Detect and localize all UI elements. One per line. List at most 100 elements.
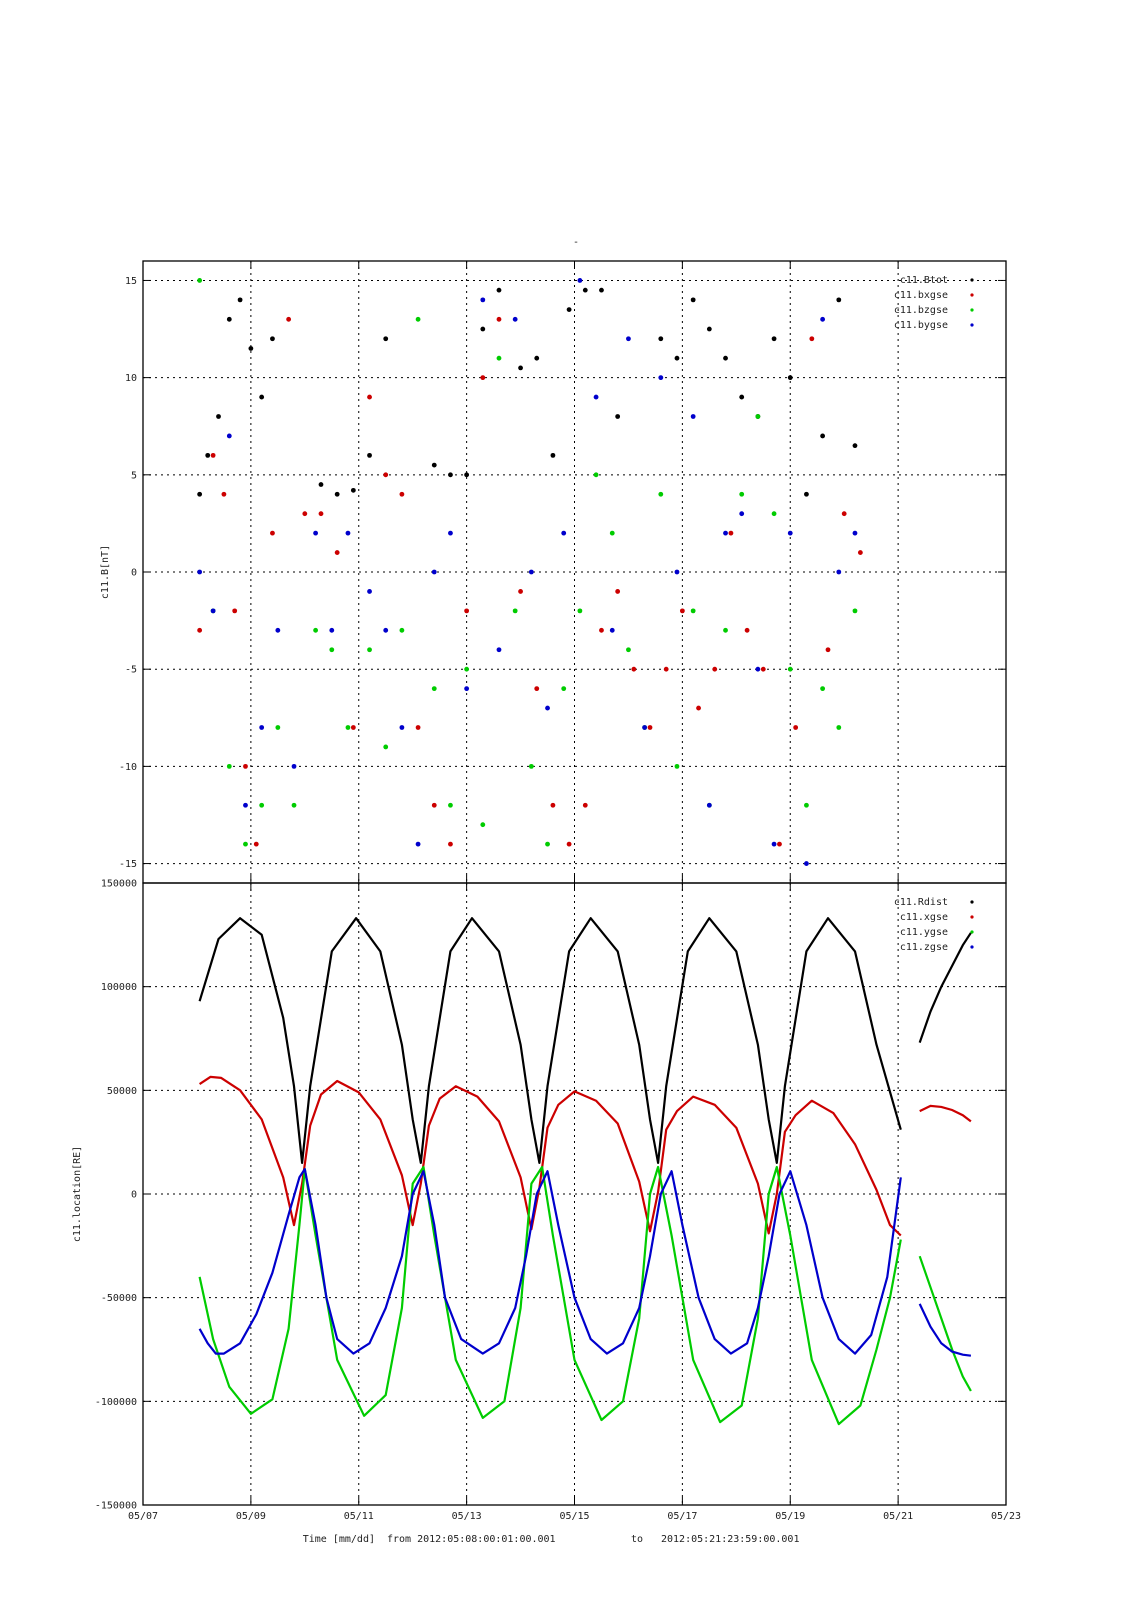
data-point-c11-bygse [448,530,453,536]
data-point-c11-bygse [593,394,599,400]
data-point-c11-Btot [350,487,356,493]
data-point-c11-bygse [642,725,648,730]
data-point-c11-bxgse [496,316,502,322]
data-point-c11-Btot [566,307,572,312]
legend-marker [970,930,974,934]
data-point-c11-bxgse [679,608,685,614]
data-point-c11-bygse [399,725,405,730]
y-tick-label: -150000 [95,1501,137,1512]
data-point-c11-Btot [518,365,523,371]
data-point-c11-bxgse [480,375,486,381]
y-axis-label: c11.location[RE] [72,1146,83,1242]
y-axis-label: c11.B[nT] [100,545,111,599]
data-point-c11-bxgse [696,705,701,711]
legend-label: c11.xgse [900,912,948,923]
data-point-c11-bzgse [626,647,631,653]
data-point-c11-bxgse [793,725,799,730]
data-point-c11-Btot [582,287,588,293]
data-point-c11-bygse [739,511,745,517]
plot-frame [142,882,1007,1506]
legend-label: c11.Btot [900,275,948,286]
data-point-c11-bzgse [674,763,680,769]
data-point-c11-bygse [852,530,858,536]
x-tick-label: 05/19 [775,1511,805,1522]
data-point-c11-bygse [528,569,534,575]
data-point-c11-bxgse [318,511,324,517]
x-axis-label-time: Time [mm/dd] [303,1534,375,1545]
data-point-c11-bxgse [350,725,356,730]
data-point-c11-Btot [367,452,372,458]
data-point-c11-bzgse [658,491,664,497]
data-point-c11-Btot [205,452,211,458]
series-line-c11-zgse [198,1167,902,1355]
data-point-c11-bygse [626,336,631,342]
data-point-c11-bzgse [609,530,615,536]
data-point-c11-Btot [259,394,265,400]
series-line-c11-ygse [198,1165,902,1426]
legend-marker [970,278,974,282]
data-point-c11-bxgse [728,530,734,536]
data-point-c11-bygse [512,316,518,322]
data-point-c11-bzgse [431,686,437,692]
data-point-c11-bxgse [243,763,248,769]
data-point-c11-Btot [318,482,324,487]
data-point-c11-bzgse [739,491,745,497]
data-point-c11-bygse [367,589,372,594]
data-point-c11-Btot [739,394,745,400]
legend-label: c11.bygse [894,320,948,331]
data-point-c11-bxgse [809,336,815,342]
y-tick-label: 100000 [101,982,137,993]
y-tick-label: 10 [125,373,137,384]
data-point-c11-Btot [615,414,621,419]
data-point-c11-bxgse [302,511,308,517]
data-point-c11-Btot [723,355,728,361]
data-point-c11-Btot [270,336,275,342]
y-tick-label: -15 [119,859,137,870]
data-point-c11-Btot [248,346,254,351]
data-point-c11-bzgse [226,763,232,769]
panel-magnetic-field: 15 10 5 0 -5 -10 -15 c11.B[nT] c11.Btot c11.bxgse… [100,260,1007,884]
data-point-c11-Btot [448,472,453,478]
data-point-c11-bzgse [448,802,453,808]
data-point-c11-Btot [383,336,389,342]
legend-marker [970,915,974,919]
legend-label: c11.bxgse [894,290,948,301]
y-tick-label: -10 [119,762,137,773]
data-point-c11-bygse [658,375,664,381]
data-point-c11-bxgse [399,491,405,497]
x-tick-label: 05/15 [559,1511,589,1522]
data-point-c11-bzgse [836,725,842,730]
data-point-c11-bygse [210,608,216,614]
y-tick-label: 0 [131,568,137,579]
data-point-c11-bxgse [744,627,750,633]
x-tick-label: 05/13 [452,1511,482,1522]
data-point-c11-bxgse [383,472,389,478]
data-point-c11-bzgse [399,627,405,633]
series-line-late-c11-ygse [918,1255,972,1392]
data-point-c11-bzgse [367,647,372,653]
legend-label: c11.bzgse [894,305,948,316]
data-point-c11-bxgse [334,550,340,555]
data-point-c11-bzgse [852,608,858,614]
data-point-c11-bxgse [615,589,621,594]
data-point-c11-Btot [226,316,232,322]
data-point-c11-bxgse [534,686,540,692]
data-point-c11-Btot [852,443,858,449]
data-point-c11-bxgse [253,841,259,847]
data-point-c11-bxgse [760,666,766,672]
data-point-c11-bzgse [480,822,486,828]
legend-label: c11.zgse [900,942,948,953]
data-point-c11-bxgse [712,666,718,672]
data-point-c11-bzgse [723,627,728,633]
data-point-c11-bxgse [464,608,470,614]
data-point-c11-bzgse [197,278,203,283]
data-point-c11-Btot [674,355,680,361]
legend-marker [970,293,974,297]
figure-title: - [573,237,579,248]
legend-marker [970,323,974,327]
data-point-c11-bxgse [631,666,637,672]
data-point-c11-bxgse [221,491,227,497]
data-point-c11-bygse [787,530,793,536]
y-tick-label: 15 [125,276,137,287]
